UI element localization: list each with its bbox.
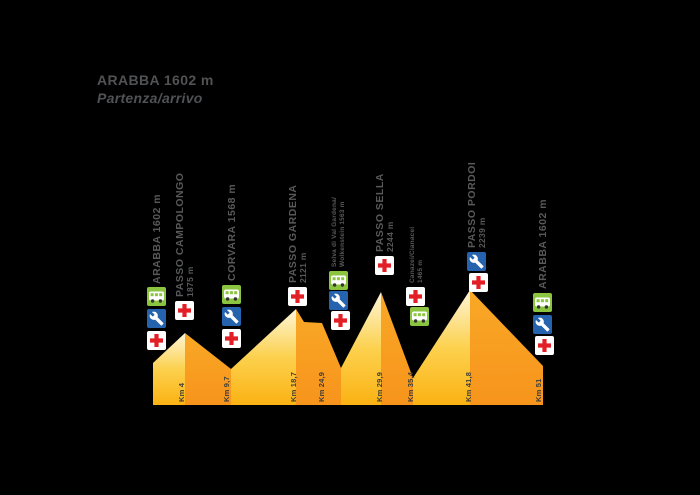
segment-ascent-pordoi bbox=[413, 290, 470, 405]
shuttle-bus-icon bbox=[533, 293, 552, 312]
service-wrench-icon bbox=[329, 291, 348, 310]
km-marker: Km 29,9 bbox=[375, 372, 384, 402]
service-wrench-icon bbox=[147, 309, 166, 328]
segment-descent-arabba bbox=[470, 290, 543, 405]
service-wrench-icon bbox=[222, 307, 241, 326]
segment-ascent-gardena bbox=[231, 309, 296, 405]
shuttle-bus-icon bbox=[410, 307, 429, 326]
waypoint-label-corvara: CORVARA 1568 m bbox=[226, 184, 238, 281]
first-aid-cross-icon bbox=[406, 287, 425, 306]
title-location: ARABBA 1602 m bbox=[97, 72, 214, 88]
segment-descent-corvara bbox=[185, 333, 231, 405]
shuttle-bus-icon bbox=[329, 271, 348, 290]
km-marker: Km 18,7 bbox=[289, 372, 298, 402]
service-wrench-icon bbox=[533, 315, 552, 334]
km-marker: Km 35,4 bbox=[406, 371, 415, 402]
first-aid-cross-icon bbox=[222, 329, 241, 348]
km-marker: Km 41,8 bbox=[464, 372, 473, 402]
waypoint-label-pordoi: PASSO PORDOI bbox=[466, 162, 478, 248]
km-marker: Km 51 bbox=[534, 378, 543, 402]
shuttle-bus-icon bbox=[147, 287, 166, 306]
waypoint-label-selva: Selva di Val Gardena/ bbox=[331, 197, 338, 267]
waypoint-altitude-sella: 2244 m bbox=[385, 221, 395, 252]
waypoint-label-arabba-end: ARABBA 1602 m bbox=[537, 199, 549, 289]
waypoint-altitude-gardena: 2121 m bbox=[298, 252, 308, 283]
waypoint-altitude-selva: Wolkenstein 1563 m bbox=[339, 201, 346, 267]
waypoint-altitude-pordoi: 2239 m bbox=[477, 217, 487, 248]
title-subtitle: Partenza/arrivo bbox=[97, 90, 203, 106]
waypoint-label-campolongo: PASSO CAMPOLONGO bbox=[174, 173, 186, 297]
page-title: ARABBA 1602 m Partenza/arrivo bbox=[97, 71, 214, 107]
km-marker: Km 9,7 bbox=[222, 376, 231, 402]
km-marker: Km 4 bbox=[177, 382, 186, 402]
segment-descent-selva bbox=[296, 309, 341, 405]
segment-ascent-campolongo bbox=[153, 333, 185, 405]
first-aid-cross-icon bbox=[331, 311, 350, 330]
waypoint-altitude-campolongo: 1875 m bbox=[185, 266, 195, 297]
first-aid-cross-icon bbox=[469, 273, 488, 292]
segment-descent-canazei bbox=[381, 292, 413, 405]
km-marker: Km 24,9 bbox=[317, 372, 326, 402]
first-aid-cross-icon bbox=[147, 331, 166, 350]
waypoint-label-gardena: PASSO GARDENA bbox=[287, 185, 299, 283]
first-aid-cross-icon bbox=[175, 301, 194, 320]
waypoint-altitude-canazei: 1465 m bbox=[417, 260, 424, 283]
waypoint-label-sella: PASSO SELLA bbox=[374, 173, 386, 252]
first-aid-cross-icon bbox=[535, 336, 554, 355]
waypoint-label-arabba-start: ARABBA 1602 m bbox=[151, 194, 163, 284]
first-aid-cross-icon bbox=[375, 256, 394, 275]
first-aid-cross-icon bbox=[288, 287, 307, 306]
service-wrench-icon bbox=[467, 252, 486, 271]
waypoint-label-canazei: Canazei/Cianacei bbox=[409, 227, 416, 283]
shuttle-bus-icon bbox=[222, 285, 241, 304]
segment-ascent-sella bbox=[341, 292, 381, 405]
